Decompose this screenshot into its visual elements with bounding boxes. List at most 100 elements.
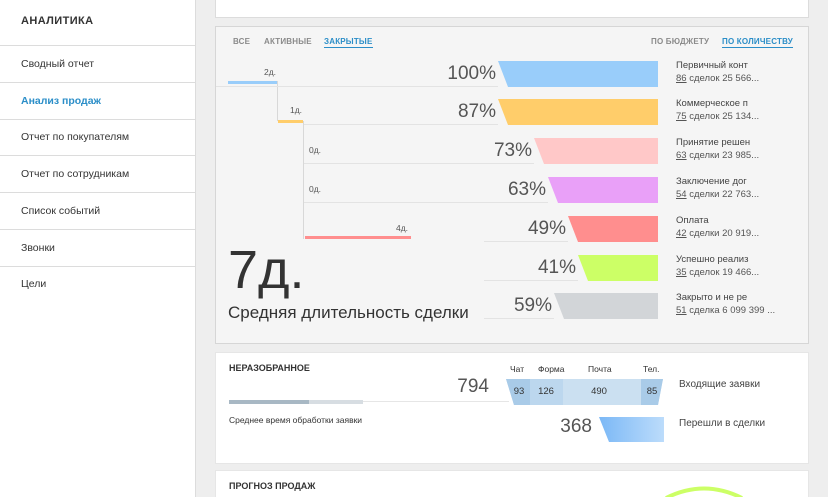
stage-deals-summary[interactable]: 35 сделок 19 466... <box>676 267 796 278</box>
incoming-total: 794 <box>457 376 489 397</box>
duration-segment <box>305 236 411 239</box>
stage-deals-summary[interactable]: 63 сделки 23 985... <box>676 150 796 161</box>
stage-deal-count-link[interactable]: 51 <box>676 305 687 316</box>
stage-percent: 59% <box>513 295 552 316</box>
unsorted-panel: НЕРАЗОБРАННОЕ Чат Форма Почта Тел. 794 9… <box>215 352 809 464</box>
duration-label: 4д. <box>396 223 409 233</box>
stage-percent: 41% <box>537 257 576 278</box>
stage-percent: 87% <box>457 101 496 122</box>
processing-time-label: Среднее время обработки заявки <box>229 415 363 425</box>
connector <box>303 121 304 239</box>
converted-label: Перешли в сделки <box>679 418 766 429</box>
row-divider <box>216 86 498 87</box>
stage-deal-amount: сделок 19 466... <box>686 267 760 278</box>
tab-by-budget[interactable]: ПО БЮДЖЕТУ <box>651 37 710 46</box>
sidebar-item-calls[interactable]: Звонки <box>0 230 196 267</box>
stage-name: Принятие решен <box>676 137 751 148</box>
row-divider <box>484 318 554 319</box>
stage-name: Коммерческое п <box>676 98 748 109</box>
stage-name: Оплата <box>676 215 709 226</box>
sidebar-item-employees-report[interactable]: Отчет по сотрудникам <box>0 156 196 193</box>
duration-label: 0д. <box>309 145 322 155</box>
column-header-chat: Чат <box>510 364 525 374</box>
duration-label: 2д. <box>264 67 277 77</box>
tab-closed[interactable]: ЗАКРЫТЫЕ <box>324 37 373 48</box>
row-divider <box>304 163 534 164</box>
converted-bar <box>599 417 664 442</box>
stage-name: Закрыто и не ре <box>676 292 748 303</box>
tab-by-count[interactable]: ПО КОЛИЧЕСТВУ <box>722 37 793 48</box>
sidebar-item-summary[interactable]: Сводный отчет <box>0 46 196 83</box>
incoming-label: Входящие заявки <box>679 379 761 390</box>
processing-time-bar <box>229 400 363 404</box>
duration-segment <box>278 120 303 123</box>
row-divider <box>484 280 578 281</box>
sidebar-item-sales-analysis[interactable]: Анализ продаж <box>0 83 196 120</box>
previous-panel <box>215 0 809 18</box>
tab-active[interactable]: АКТИВНЫЕ <box>264 37 312 46</box>
stage-deals-summary[interactable]: 54 сделки 22 763... <box>676 189 796 200</box>
unsorted-title: НЕРАЗОБРАННОЕ <box>229 363 310 373</box>
sales-funnel-panel: ВСЕ АКТИВНЫЕ ЗАКРЫТЫЕ ПО БЮДЖЕТУ ПО КОЛИ… <box>215 26 809 344</box>
incoming-bar <box>506 379 663 405</box>
stage-deals-summary[interactable]: 86 сделок 25 566... <box>676 73 796 84</box>
stage-deals-summary[interactable]: 75 сделок 25 134... <box>676 111 796 122</box>
divider <box>229 401 509 402</box>
stage-name: Заключение дог <box>676 176 747 187</box>
sidebar: АНАЛИТИКА Сводный отчет Анализ продаж От… <box>0 0 196 497</box>
forecast-chart-arc <box>665 486 743 497</box>
stage-deals-summary[interactable]: 42 сделки 20 919... <box>676 228 796 239</box>
connector <box>277 81 278 121</box>
funnel-bar[interactable] <box>498 99 658 125</box>
stage-deal-amount: сделки 20 919... <box>686 228 760 239</box>
row-divider <box>304 202 548 203</box>
stage-deal-amount: сделок 25 566... <box>686 73 760 84</box>
duration-segment <box>228 81 277 84</box>
funnel-bar[interactable] <box>548 177 658 203</box>
funnel-bar[interactable] <box>554 293 658 319</box>
avg-duration-value: 7д. <box>228 240 305 300</box>
column-header-form: Форма <box>538 364 565 374</box>
funnel-bar[interactable] <box>578 255 658 281</box>
stage-percent: 100% <box>447 63 496 84</box>
stage-percent: 63% <box>507 179 546 200</box>
stage-deal-amount: сделки 23 985... <box>686 150 760 161</box>
stage-name: Успешно реализ <box>676 254 749 265</box>
incoming-phone-value: 85 <box>646 386 658 397</box>
forecast-title: ПРОГНОЗ ПРОДАЖ <box>229 481 316 491</box>
sidebar-title: АНАЛИТИКА <box>21 15 94 27</box>
stage-deal-count-link[interactable]: 54 <box>676 189 687 200</box>
stage-deal-amount: сделки 22 763... <box>686 189 760 200</box>
divider <box>0 45 196 46</box>
stage-deal-amount: сделок 25 134... <box>686 111 760 122</box>
sales-forecast-panel: ПРОГНОЗ ПРОДАЖ <box>215 470 809 497</box>
stage-deal-amount: сделка 6 099 399 ... <box>686 305 776 316</box>
column-header-phone: Тел. <box>643 364 660 374</box>
stage-percent: 73% <box>493 140 532 161</box>
funnel-bar[interactable] <box>568 216 658 242</box>
incoming-chat-value: 93 <box>513 386 525 397</box>
incoming-form-value: 126 <box>538 386 554 397</box>
stage-deal-count-link[interactable]: 75 <box>676 111 687 122</box>
sidebar-item-goals[interactable]: Цели <box>21 278 47 290</box>
funnel-bar[interactable] <box>534 138 658 164</box>
funnel-bar[interactable] <box>498 61 658 87</box>
converted-total: 368 <box>560 416 592 437</box>
tab-all[interactable]: ВСЕ <box>233 37 251 46</box>
stage-deals-summary[interactable]: 51 сделка 6 099 399 ... <box>676 305 796 316</box>
duration-label: 1д. <box>290 105 303 115</box>
row-divider <box>484 241 568 242</box>
stage-deal-count-link[interactable]: 42 <box>676 228 687 239</box>
row-divider <box>304 124 498 125</box>
column-header-mail: Почта <box>588 364 612 374</box>
incoming-mail-value: 490 <box>591 386 607 397</box>
stage-deal-count-link[interactable]: 86 <box>676 73 687 84</box>
duration-label: 0д. <box>309 184 322 194</box>
stage-name: Первичный конт <box>676 60 748 71</box>
sidebar-item-customers-report[interactable]: Отчет по покупателям <box>0 119 196 156</box>
stage-deal-count-link[interactable]: 35 <box>676 267 687 278</box>
stage-deal-count-link[interactable]: 63 <box>676 150 687 161</box>
stage-percent: 49% <box>527 218 566 239</box>
avg-duration-caption: Средняя длительность сделки <box>228 303 469 322</box>
sidebar-item-events[interactable]: Список событий <box>0 193 196 230</box>
